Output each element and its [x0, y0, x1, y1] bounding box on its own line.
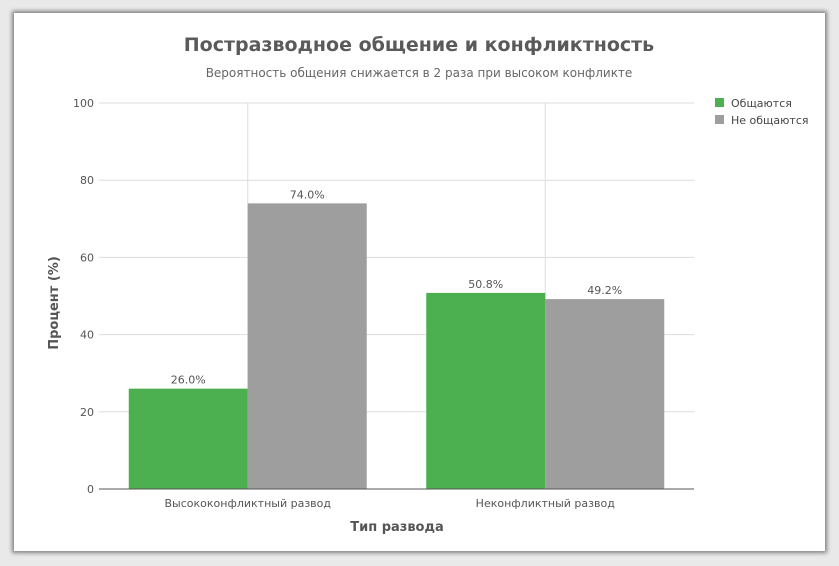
bar — [545, 299, 665, 489]
chart-subtitle: Вероятность общения снижается в 2 раза п… — [206, 66, 633, 80]
bar — [128, 388, 248, 489]
legend-swatch — [715, 115, 724, 124]
y-tick-label: 80 — [80, 174, 94, 187]
x-axis-title: Тип развода — [350, 520, 444, 535]
legend-swatch — [715, 98, 724, 107]
legend: Общаются Не общаются — [715, 97, 808, 127]
y-tick-label: 20 — [80, 406, 94, 419]
y-tick-label: 100 — [73, 97, 94, 110]
x-tick-label: Высококонфликтный развод — [165, 497, 332, 510]
axes: 0 20 40 60 80 100 Высококонфликтный развод Неко… — [73, 97, 694, 510]
bar — [247, 203, 367, 490]
y-axis-title: Процент (%) — [47, 256, 62, 350]
y-tick-label: 0 — [87, 483, 94, 496]
data-label: 49.2% — [587, 284, 622, 297]
data-label: 50.8% — [468, 278, 503, 291]
data-labels: 26.0% 50.8% 74.0% 49.2% — [171, 188, 622, 386]
chart-frame: Постразводное общение и конфликтность Ве… — [14, 13, 825, 551]
x-tick-label: Неконфликтный развод — [476, 497, 616, 510]
data-label: 74.0% — [290, 188, 325, 201]
bar-chart: Постразводное общение и конфликтность Ве… — [47, 34, 808, 535]
bars — [128, 203, 665, 490]
legend-label: Не общаются — [731, 114, 808, 127]
y-tick-label: 40 — [80, 329, 94, 342]
y-tick-label: 60 — [80, 251, 94, 264]
chart-title: Постразводное общение и конфликтность — [184, 34, 654, 56]
bar — [426, 292, 546, 489]
data-label: 26.0% — [171, 374, 206, 387]
legend-label: Общаются — [731, 97, 792, 110]
